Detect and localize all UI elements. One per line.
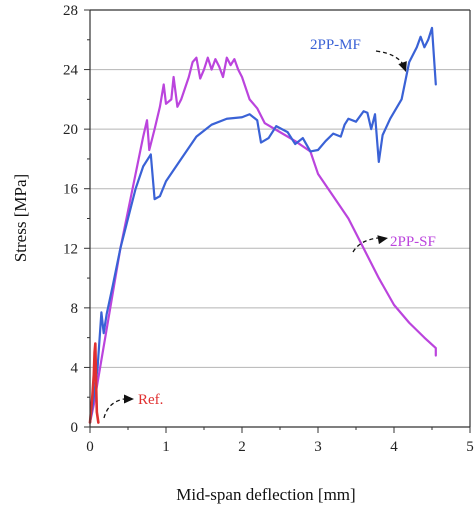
series-label-2pp-mf: 2PP-MF	[310, 37, 361, 53]
y-tick-label-28: 28	[63, 3, 78, 19]
annotations	[103, 50, 407, 419]
y-tick-label-24: 24	[63, 63, 79, 79]
axes	[89, 9, 471, 428]
series-line-ref	[88, 342, 100, 424]
y-tick-label-0: 0	[71, 420, 79, 436]
series-label-ref: Ref.	[138, 392, 163, 408]
y-tick-label-12: 12	[63, 241, 78, 257]
series-line-2pp-mf	[88, 26, 437, 424]
x-tick-label-2: 2	[238, 439, 246, 455]
x-tick-label-3: 3	[314, 439, 322, 455]
leader-ref	[103, 398, 125, 419]
x-tick-label-4: 4	[390, 439, 398, 455]
y-tick-label-20: 20	[63, 122, 78, 138]
y-axis-title: Stress [MPa]	[11, 174, 30, 262]
arrowhead-sf	[377, 235, 388, 245]
y-tick-label-16: 16	[63, 182, 79, 198]
series-layer	[88, 26, 437, 424]
leader-sf	[352, 237, 379, 253]
x-tick-label-5: 5	[466, 439, 474, 455]
arrowhead-mf	[398, 61, 407, 72]
grid	[90, 69, 470, 368]
arrowhead-ref	[124, 394, 134, 404]
y-tick-label-8: 8	[71, 301, 79, 317]
x-tick-label-0: 0	[86, 439, 94, 455]
y-tick-label-4: 4	[71, 360, 79, 376]
x-tick-label-1: 1	[162, 439, 170, 455]
series-label-2pp-sf: 2PP-SF	[390, 234, 436, 250]
x-axis-title: Mid-span deflection [mm]	[176, 485, 355, 504]
series-line-2pp-sf	[88, 56, 437, 424]
